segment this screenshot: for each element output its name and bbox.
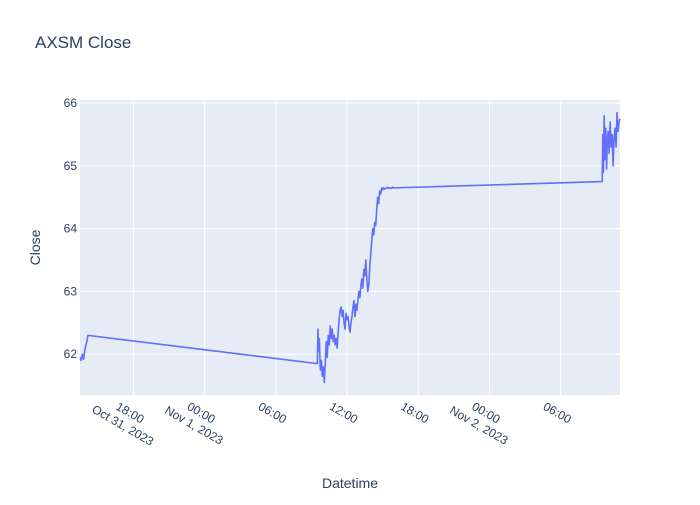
x-tick-label: 06:00 xyxy=(541,399,574,426)
chart-title: AXSM Close xyxy=(35,33,132,52)
x-tick-label-line: 12:00 xyxy=(327,399,360,426)
y-tick-label: 65 xyxy=(64,159,78,173)
x-tick-label-line: 18:00 xyxy=(398,399,431,426)
x-tick-label-line: 06:00 xyxy=(541,399,574,426)
x-tick-label-line: 06:00 xyxy=(256,399,289,426)
x-tick-label: 00:00Nov 2, 2023 xyxy=(447,391,518,448)
close-series-line xyxy=(79,111,621,384)
y-tick-label: 62 xyxy=(64,347,78,361)
x-tick-label: 18:00 xyxy=(398,399,431,426)
y-tick-label: 63 xyxy=(64,284,78,298)
y-axis-label: Close xyxy=(27,229,43,265)
y-tick-label: 66 xyxy=(64,96,78,110)
x-axis-label: Datetime xyxy=(322,475,378,491)
plot-area xyxy=(80,100,620,395)
y-tick-label: 64 xyxy=(64,222,78,236)
x-tick-label: 06:00 xyxy=(256,399,289,426)
x-tick-label: 18:00Oct 31, 2023 xyxy=(90,390,164,449)
x-tick-label: 00:00Nov 1, 2023 xyxy=(162,391,233,448)
x-tick-label: 12:00 xyxy=(327,399,360,426)
